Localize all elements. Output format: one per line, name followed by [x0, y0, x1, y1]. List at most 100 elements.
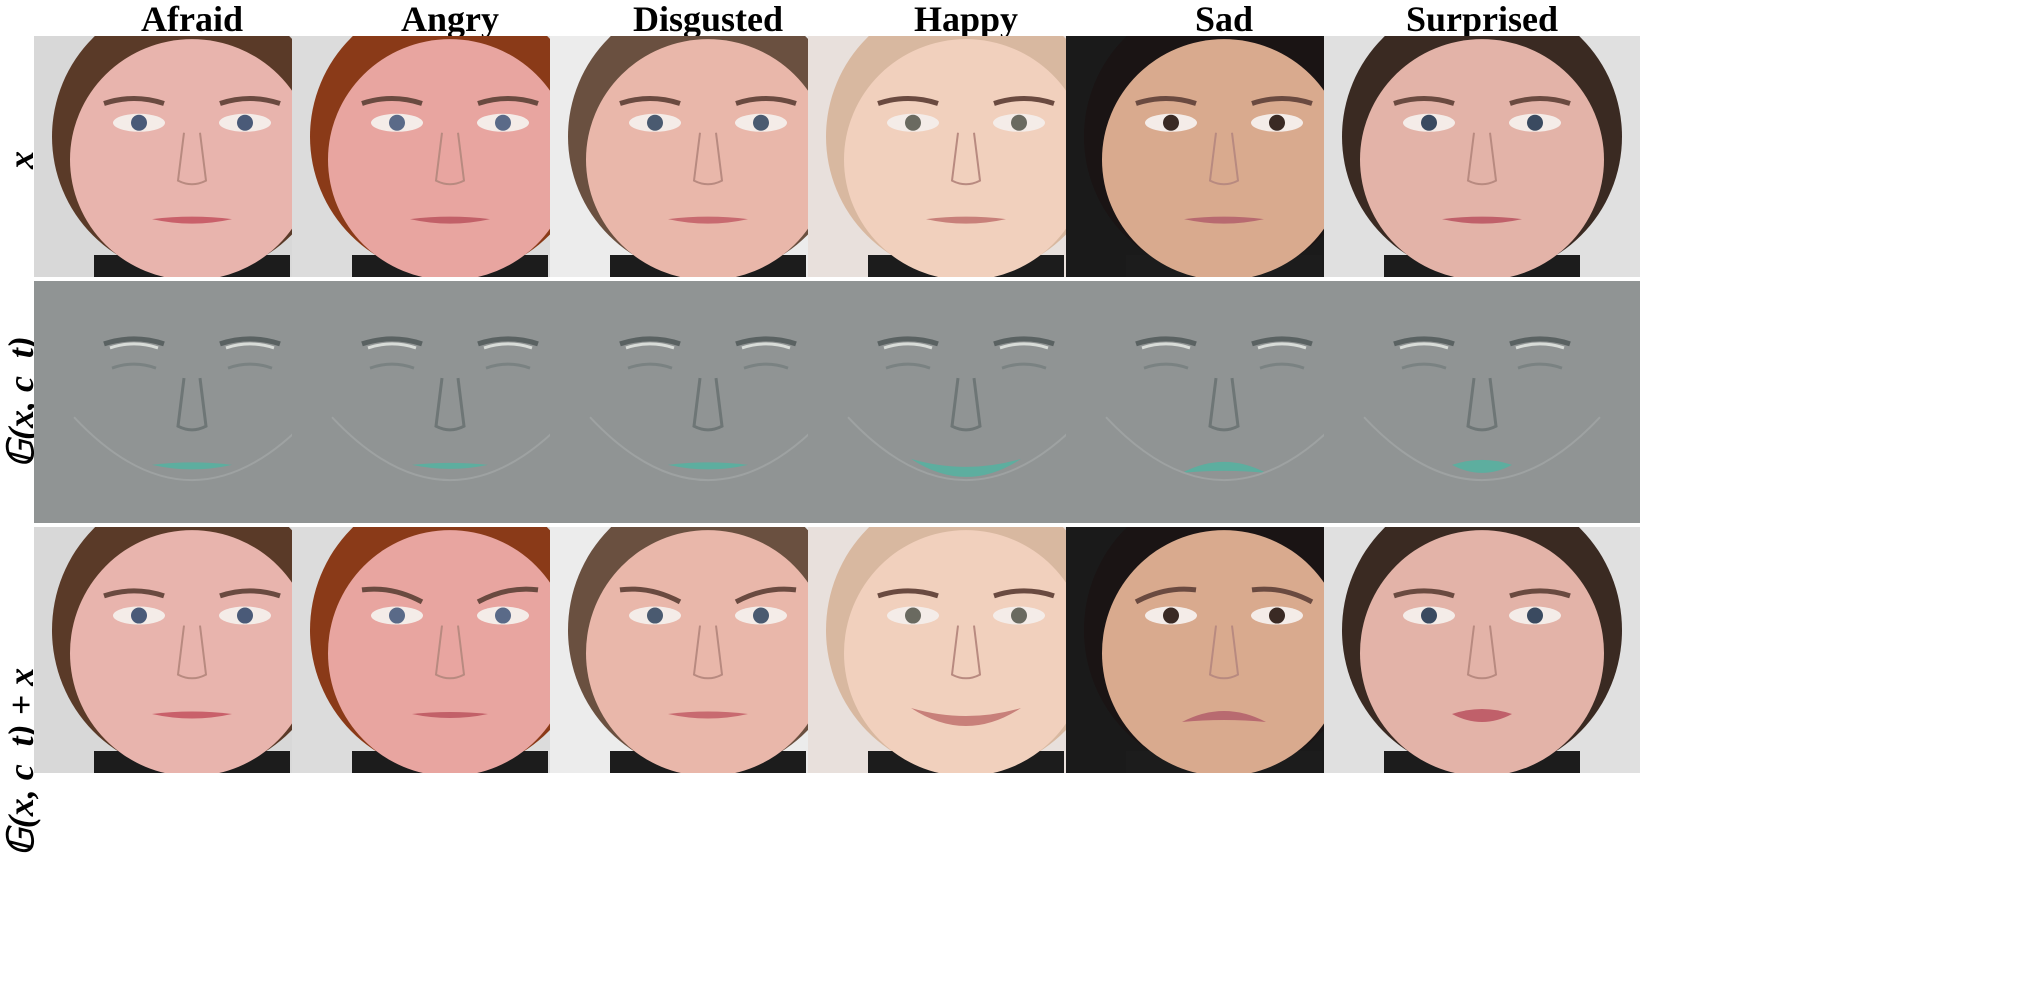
left-brow-shape [361, 95, 423, 106]
left-eye-trace [1401, 362, 1447, 370]
face-shape [1102, 39, 1346, 277]
left-iris [647, 607, 663, 624]
mouth-shape [668, 711, 748, 719]
right-brow-shape [476, 586, 539, 605]
panel-output-surprised [1324, 527, 1640, 773]
mouth-shape [1442, 216, 1522, 224]
left-brow-shape [1135, 95, 1197, 106]
left-iris [389, 607, 405, 624]
right-brow-trace [219, 336, 281, 347]
right-brow-trace [477, 336, 539, 347]
nose-shape [1466, 132, 1498, 186]
column-title-surprised: Surprised [1405, 0, 1559, 39]
nose-shape [176, 625, 208, 680]
left-iris [905, 114, 921, 131]
left-brow-trace [619, 336, 681, 347]
mouth-shape [412, 462, 488, 469]
mouth-shape [911, 458, 1021, 477]
left-brow-highlight [1399, 342, 1449, 350]
right-brow-highlight [225, 342, 275, 350]
mouth-shape [668, 462, 748, 470]
left-iris [905, 607, 921, 624]
nose-shape [1466, 625, 1498, 680]
right-brow-shape [1251, 95, 1313, 106]
panel-background [1324, 281, 1640, 523]
right-brow-highlight [741, 342, 791, 350]
panel-residual-mask-surprised [1324, 281, 1640, 523]
face-shape [1360, 39, 1604, 277]
right-iris [237, 114, 253, 131]
right-iris [1527, 114, 1543, 131]
left-brow-shape [1134, 586, 1197, 605]
face-shape [328, 39, 572, 277]
left-eye-trace [885, 362, 931, 370]
output-face-image [1324, 527, 1640, 773]
left-eye-trace [627, 362, 673, 370]
right-eye-trace [1259, 362, 1305, 370]
left-eye-trace [369, 362, 415, 370]
column-title-afraid: Afraid [141, 0, 243, 39]
left-iris [647, 114, 663, 131]
jaw-trace [589, 416, 827, 482]
right-brow-highlight [1515, 342, 1565, 350]
nose-shape [950, 132, 982, 186]
right-eye-trace [743, 362, 789, 370]
column-title-happy: Happy [913, 0, 1019, 39]
right-iris [1527, 607, 1543, 624]
mouth-shape [152, 711, 232, 719]
left-brow-shape [877, 95, 939, 106]
face-shape [844, 530, 1088, 773]
right-iris [753, 607, 769, 624]
left-brow-shape [1393, 95, 1455, 106]
left-brow-trace [103, 336, 165, 347]
left-brow-trace [1135, 336, 1197, 347]
mouth-shape [412, 711, 488, 718]
left-iris [1163, 114, 1179, 131]
input-face-image [1324, 36, 1640, 277]
panel-input-happy [808, 36, 1124, 277]
left-brow-highlight [1141, 342, 1191, 350]
right-iris [1011, 114, 1027, 131]
left-brow-shape [1393, 588, 1455, 599]
residual-mask-face-image [1324, 281, 1640, 523]
nose-shape [692, 132, 724, 186]
left-brow-shape [103, 588, 165, 599]
nose-shape [434, 132, 466, 186]
left-iris [131, 114, 147, 131]
jaw-trace [1105, 416, 1343, 482]
right-brow-shape [1251, 586, 1314, 605]
mouth-shape [152, 216, 232, 224]
right-brow-trace [993, 336, 1055, 347]
left-brow-trace [1393, 336, 1455, 347]
right-iris [495, 607, 511, 624]
right-iris [237, 607, 253, 624]
left-brow-shape [877, 588, 939, 599]
face-shape [1102, 530, 1346, 773]
face-shape [1360, 530, 1604, 773]
left-brow-shape [103, 95, 165, 106]
left-iris [389, 114, 405, 131]
mouth-shape [1452, 459, 1512, 473]
mouth-shape [668, 216, 748, 224]
right-brow-highlight [1257, 342, 1307, 350]
mouth-shape [410, 216, 490, 224]
nose-trace [1466, 377, 1498, 432]
right-brow-trace [1509, 336, 1571, 347]
mouth-shape [152, 462, 232, 470]
right-brow-shape [993, 588, 1055, 599]
column-title-sad: Sad [1194, 0, 1254, 39]
right-eye-trace [1001, 362, 1047, 370]
face-shape [586, 39, 830, 277]
right-iris [753, 114, 769, 131]
right-brow-shape [219, 588, 281, 599]
right-iris [1269, 607, 1285, 624]
left-brow-highlight [109, 342, 159, 350]
left-brow-shape [619, 95, 681, 106]
mouth-shape [1182, 710, 1266, 722]
face-shape [586, 530, 830, 773]
mouth-shape [911, 707, 1021, 726]
jaw-trace [1363, 416, 1601, 482]
nose-shape [950, 625, 982, 680]
face-shape [70, 39, 314, 277]
nose-shape [1208, 132, 1240, 186]
